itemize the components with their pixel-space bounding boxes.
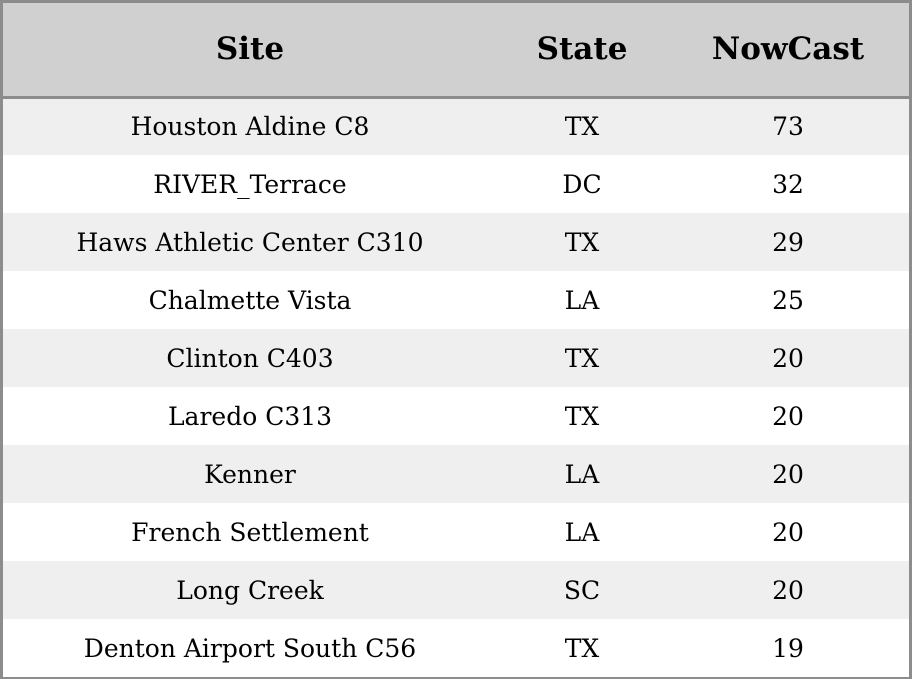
cell-state: TX [564,633,600,663]
cell-nowcast: 19 [772,633,804,663]
cell-site: Long Creek [176,575,324,605]
table-row: Laredo C313 TX 20 [3,387,909,445]
cell-site: RIVER_Terrace [153,169,347,199]
cell-site: Chalmette Vista [148,285,352,315]
cell-state: LA [564,285,600,315]
table-row: Kenner LA 20 [3,445,909,503]
cell-nowcast: 20 [772,459,804,489]
cell-site: Houston Aldine C8 [130,112,370,142]
table-header: Site State NowCast [3,3,909,99]
cell-nowcast: 20 [772,517,804,547]
table-row: French Settlement LA 20 [3,503,909,561]
cell-state: LA [564,459,600,489]
cell-site: Kenner [204,459,296,489]
column-header-site: Site [3,3,497,99]
cell-nowcast: 20 [772,401,804,431]
column-header-state: State [497,3,667,99]
cell-site: Denton Airport South C56 [83,633,417,663]
table-row: RIVER_Terrace DC 32 [3,155,909,213]
cell-state: SC [563,575,601,605]
header-row: Site State NowCast [3,3,909,99]
cell-nowcast: 32 [772,169,804,199]
cell-site: Haws Athletic Center C310 [76,227,424,257]
table-row: Clinton C403 TX 20 [3,329,909,387]
cell-site: French Settlement [131,517,369,547]
cell-nowcast: 29 [772,227,804,257]
cell-state: TX [564,401,600,431]
cell-nowcast: 25 [772,285,804,315]
cell-state: TX [564,227,600,257]
table-row: Denton Airport South C56 TX 19 [3,619,909,677]
cell-state: DC [562,169,602,199]
cell-nowcast: 73 [772,112,804,142]
table-row: Houston Aldine C8 TX 73 [3,97,909,155]
cell-site: Clinton C403 [166,343,334,373]
column-header-nowcast: NowCast [667,3,909,99]
cell-state: LA [564,517,600,547]
table-row: Chalmette Vista LA 25 [3,271,909,329]
table-body: Houston Aldine C8 TX 73 RIVER_Terrace DC… [3,97,909,677]
cell-state: TX [564,112,600,142]
cell-nowcast: 20 [772,343,804,373]
table-row: Long Creek SC 20 [3,561,909,619]
cell-state: TX [564,343,600,373]
cell-nowcast: 20 [772,575,804,605]
cell-site: Laredo C313 [167,401,333,431]
nowcast-table: Site State NowCast Houston Aldine C8 TX … [3,3,909,677]
table-row: Haws Athletic Center C310 TX 29 [3,213,909,271]
